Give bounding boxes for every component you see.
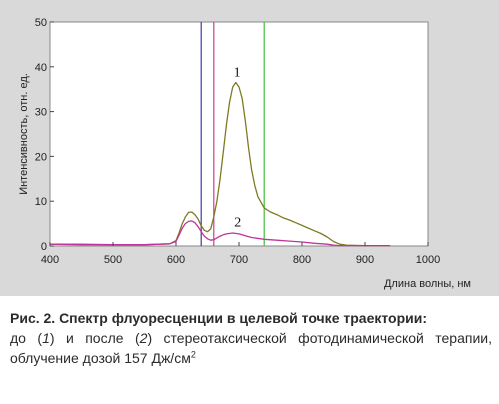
caption-curve-2-ref: 2	[139, 330, 148, 346]
x-tick-label: 700	[230, 254, 248, 266]
y-tick-label: 40	[35, 62, 47, 74]
caption-curve-1-ref: 1	[42, 330, 50, 346]
caption-text-3: ) стереотаксической фотодинамической тер…	[10, 330, 492, 366]
figure-caption: Рис. 2. Спектр флуоресценции в целевой т…	[10, 308, 492, 368]
series-line-1	[50, 81, 391, 247]
caption-text-2: ) и после (	[49, 330, 140, 346]
x-tick-label: 1000	[416, 254, 440, 266]
x-tick-label: 600	[167, 254, 185, 266]
y-tick-label: 20	[35, 151, 47, 163]
y-tick-label: 10	[35, 196, 47, 208]
curve-label-1: 1	[234, 66, 241, 81]
y-tick-label: 0	[41, 241, 47, 253]
x-tick-label: 800	[293, 254, 311, 266]
caption-superscript: 2	[190, 349, 196, 360]
plot-area	[49, 21, 429, 247]
x-tick-label: 900	[356, 254, 374, 266]
x-tick-label: 500	[104, 254, 122, 266]
y-tick-label: 50	[35, 17, 47, 29]
x-axis-title: Длина волны, нм	[384, 278, 471, 290]
curve-label-2: 2	[234, 216, 241, 231]
caption-title: Рис. 2. Спектр флуоресценции в целевой т…	[10, 310, 428, 326]
series-line-2	[49, 220, 391, 247]
y-tick-label: 30	[35, 107, 47, 119]
y-axis-title: Интенсивность, отн. ед.	[18, 73, 30, 195]
chart-frame: 400 500 600 700 800 900 1000 0 10 20 30 40 50 1 2 Дли…	[0, 0, 499, 296]
fluorescence-spectrum-chart: 400 500 600 700 800 900 1000 0 10 20 30 40 50 1 2 Дли…	[18, 17, 471, 290]
caption-text-1: до (	[10, 330, 43, 346]
x-tick-label: 400	[41, 254, 59, 266]
caption-body: до (1) и после (2) стереотаксической фот…	[10, 328, 492, 368]
